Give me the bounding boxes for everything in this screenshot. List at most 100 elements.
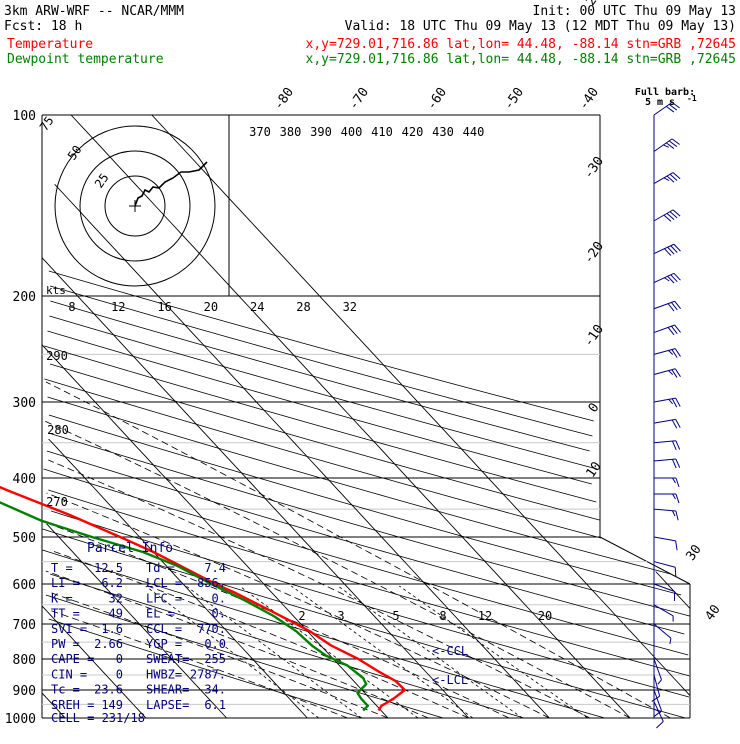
wind-barb — [654, 369, 680, 378]
wind-barb-flag — [664, 178, 669, 181]
wind-barb-staff — [654, 690, 662, 711]
isotherm-label: -30 — [581, 154, 607, 182]
wind-barb-flag — [670, 638, 671, 644]
barb-legend-units: 5 m s — [645, 97, 675, 108]
parcel-key-left: SREH = — [51, 698, 94, 712]
parcel-value-left: 149 — [101, 698, 123, 712]
wind-barb-flag — [664, 278, 669, 281]
isotherm-label: -50 — [501, 85, 527, 113]
parcel-value-right: 0. — [212, 591, 226, 605]
parcel-key-right: Td = — [146, 561, 175, 575]
parcel-key-left: CAPE = — [51, 652, 94, 666]
parcel-key-left: CIN = — [51, 667, 87, 681]
parcel-info-title: Parcel Info — [87, 541, 173, 556]
dry-adiabat-line — [49, 271, 594, 421]
theta-label: 270 — [46, 495, 68, 509]
speed-tick-label: 24 — [250, 300, 264, 314]
parcel-value-right: 0. — [212, 607, 226, 621]
ccl-marker: <-CCL — [432, 644, 468, 658]
speed-tick-label: 12 — [111, 300, 125, 314]
wind-barb — [654, 273, 680, 283]
wind-barb — [654, 301, 681, 311]
temperature-location: x,y=729.01,716.86 lat,lon= 44.48, -88.14… — [306, 37, 736, 52]
valid-time: Valid: 18 UTC Thu 09 May 13 (12 MDT Thu … — [345, 19, 736, 34]
parcel-value-left: 1.6 — [101, 622, 123, 636]
wind-barbs — [652, 102, 681, 728]
wind-barb — [654, 702, 663, 728]
moist-adiabat-line — [48, 460, 590, 718]
parcel-key-right: CCL = — [146, 622, 182, 636]
wind-barb — [654, 494, 679, 503]
wind-barb-staff — [654, 537, 676, 541]
wind-barb-flag — [676, 459, 680, 468]
wind-barb-flag — [668, 350, 672, 354]
wind-barb-flag — [672, 420, 677, 428]
parcel-key-right: SWEAT= — [146, 652, 189, 666]
wind-barb-flag — [676, 511, 678, 520]
parcel-key-right: SHEAR= — [146, 683, 189, 697]
parcel-value-left: 6.2 — [101, 576, 123, 590]
pressure-tick-label: 200 — [13, 290, 36, 305]
parcel-key-left: TT = — [51, 607, 80, 621]
mixing-ratio-label: 12 — [478, 609, 492, 623]
isotherm-label: -40 — [576, 85, 602, 113]
dewpoint-location: x,y=729.01,716.86 lat,lon= 44.48, -88.14… — [306, 52, 736, 67]
theta-label: 410 — [371, 125, 393, 139]
theta-label: 400 — [341, 125, 363, 139]
pressure-tick-label: 700 — [13, 618, 36, 633]
wind-barb-flag — [675, 567, 676, 576]
isotherm-label: -10 — [581, 322, 607, 350]
temperature-legend: Temperature — [7, 37, 93, 52]
wind-barb-flag — [658, 680, 662, 685]
mixing-ratio-label: 8 — [439, 609, 446, 623]
hodograph-trace — [135, 162, 207, 206]
wind-barb-flag — [676, 541, 677, 550]
parcel-key-right: HWBZ= — [146, 667, 182, 681]
wind-barb-staff — [654, 605, 673, 616]
wind-barb-flag — [669, 399, 673, 403]
wind-barb — [654, 173, 680, 184]
wind-barb — [654, 419, 680, 428]
dry-adiabat-line — [49, 316, 597, 469]
parcel-key-right: LFC = — [146, 591, 182, 605]
moist-adiabat-line — [45, 421, 631, 718]
dry-adiabat-line — [49, 415, 681, 595]
wind-barb-staff — [654, 659, 662, 680]
mixing-ratio-label: 20 — [538, 609, 552, 623]
mixing-ratio-label: 2 — [298, 609, 305, 623]
wind-barb — [654, 478, 679, 487]
pressure-tick-label: 1000 — [5, 712, 36, 727]
wind-barb-flag — [668, 371, 672, 375]
wind-barb — [654, 624, 671, 644]
wind-barb — [654, 537, 677, 550]
wind-barb — [654, 244, 680, 255]
mixing-ratio-line — [240, 586, 418, 718]
theta-label: 430 — [432, 125, 454, 139]
wind-barb-flag — [672, 399, 677, 407]
barb-legend-exponent: -1 — [687, 94, 697, 103]
wind-barb-flag — [652, 696, 660, 701]
mixing-ratio-label: 5 — [392, 609, 399, 623]
wind-barb — [654, 325, 681, 335]
isotherm-label: -20 — [581, 239, 607, 267]
dry-adiabat-line — [50, 286, 592, 436]
speed-tick-label: 16 — [157, 300, 171, 314]
pressure-tick-label: 800 — [13, 653, 36, 668]
wind-barb-flag — [676, 398, 681, 406]
init-time: Init: 00 UTC Thu 09 May 13 — [533, 4, 737, 19]
wind-barb — [654, 139, 680, 152]
mixing-ratio-line — [399, 586, 587, 718]
parcel-key-right: LAPSE= — [146, 698, 189, 712]
wind-barb-flag — [676, 478, 679, 487]
theta-label: 280 — [47, 423, 69, 437]
parcel-value-right: 34. — [204, 683, 226, 697]
parcel-value-right: 770. — [197, 622, 226, 636]
parcel-value-left: 23.6 — [94, 683, 123, 697]
parcel-value-left: 32 — [109, 591, 123, 605]
hodograph-ring-label: 75 — [37, 114, 57, 134]
isotherm-label: 40 — [702, 602, 723, 623]
pressure-tick-label: 900 — [13, 684, 36, 699]
wind-barb-flag — [672, 511, 675, 516]
